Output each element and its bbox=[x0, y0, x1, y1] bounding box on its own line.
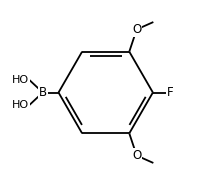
Text: HO: HO bbox=[12, 100, 29, 110]
Text: B: B bbox=[39, 86, 47, 99]
Text: HO: HO bbox=[12, 75, 29, 85]
Text: O: O bbox=[132, 23, 141, 36]
Text: F: F bbox=[167, 86, 173, 99]
Text: O: O bbox=[132, 149, 141, 162]
